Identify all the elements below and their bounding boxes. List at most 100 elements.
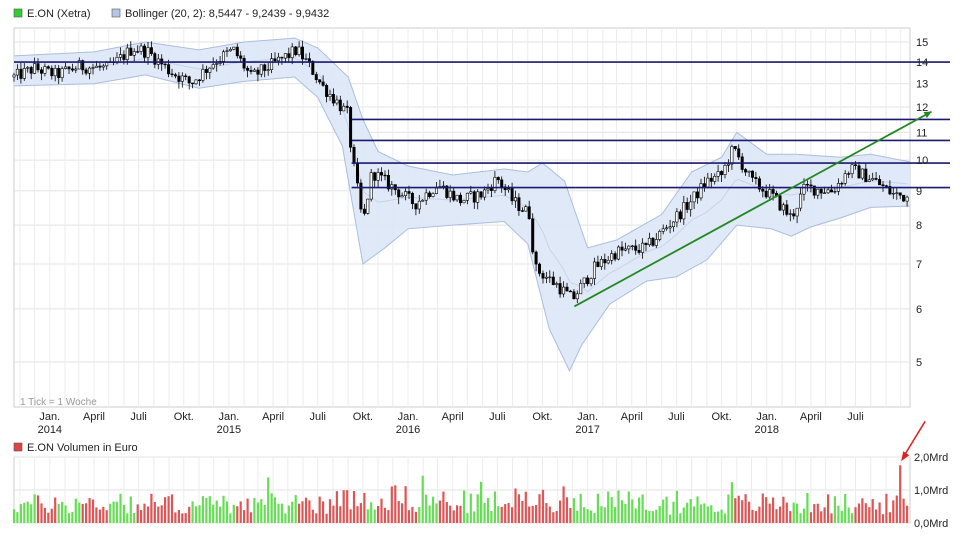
- volume-bar: [291, 501, 294, 523]
- candle-body: [864, 168, 868, 183]
- candle-body: [311, 60, 315, 75]
- volume-bar: [181, 513, 184, 523]
- volume-bar: [249, 512, 253, 523]
- candle-body: [119, 54, 123, 58]
- volume-bar: [411, 506, 414, 523]
- volume-bar: [514, 488, 517, 523]
- volume-bar: [85, 503, 88, 523]
- candle-body: [122, 54, 126, 60]
- volume-bar: [758, 506, 761, 523]
- candle-body: [702, 183, 706, 188]
- volume-bar: [50, 508, 53, 523]
- volume-bar: [243, 510, 246, 523]
- candle-body: [661, 228, 665, 232]
- volume-bar: [442, 491, 445, 523]
- candle-body: [709, 177, 713, 182]
- volume-bar: [693, 506, 696, 523]
- candle-body: [493, 177, 497, 191]
- volume-bar: [662, 499, 665, 523]
- candle-body: [713, 176, 717, 182]
- candle-body: [555, 283, 559, 285]
- candle-body: [884, 185, 888, 187]
- volume-bar: [370, 502, 373, 523]
- candle-body: [857, 165, 861, 179]
- candle-body: [689, 201, 693, 210]
- candle-body: [895, 192, 899, 194]
- volume-bar: [81, 504, 84, 523]
- candle-body: [294, 46, 298, 56]
- volume-bar: [146, 506, 150, 523]
- candle-body: [867, 179, 871, 183]
- volume-bar: [318, 496, 321, 523]
- volume-bar: [837, 505, 840, 523]
- volume-bar: [462, 490, 466, 523]
- volume-bar: [133, 513, 136, 523]
- volume-bar: [184, 513, 187, 523]
- volume-bar: [390, 486, 393, 523]
- candle-body: [383, 174, 387, 177]
- volume-bar: [541, 489, 545, 523]
- candle-body: [606, 259, 610, 264]
- legend-label-eon: E.ON (Xetra): [27, 8, 91, 20]
- candle-body: [366, 198, 370, 214]
- candle-body: [507, 188, 511, 191]
- volume-bar: [483, 502, 486, 523]
- candle-body: [22, 68, 26, 79]
- volume-bar: [459, 505, 462, 523]
- bollinger-lower-line: [13, 74, 911, 373]
- volume-bar: [428, 505, 431, 523]
- candle-body: [400, 195, 404, 198]
- volume-bar: [143, 503, 146, 523]
- volume-bar: [287, 505, 290, 523]
- candle-body: [70, 68, 74, 71]
- candle-body: [716, 171, 720, 177]
- volume-bar: [789, 511, 792, 523]
- volume-bar: [115, 501, 119, 523]
- candle-body: [259, 64, 263, 75]
- x-tick-label: Jan.: [577, 411, 598, 423]
- trendline-arrowhead: [923, 111, 932, 119]
- volume-tick-label: 1,0Mrd: [914, 485, 948, 497]
- candle-body: [29, 67, 33, 74]
- x-tick-label: April: [800, 411, 822, 423]
- x-tick-label: Juli: [489, 411, 506, 423]
- volume-bar: [102, 506, 105, 523]
- volume-bar: [452, 510, 455, 523]
- volume-bar: [792, 502, 795, 523]
- volume-bar: [562, 486, 565, 523]
- volume-bar: [775, 509, 778, 523]
- candle-body: [129, 47, 133, 56]
- candle-body: [799, 193, 803, 209]
- candle-body: [874, 178, 878, 180]
- candle-body: [321, 81, 325, 86]
- volume-bar: [511, 507, 514, 523]
- volume-bar: [583, 507, 586, 523]
- volume-bar: [727, 494, 730, 523]
- candle-body: [307, 58, 311, 62]
- x-tick-label: April: [83, 411, 105, 423]
- volume-bar: [881, 514, 885, 523]
- volume-bar: [864, 503, 867, 523]
- volume-bar: [785, 502, 788, 523]
- candle-body: [57, 68, 61, 79]
- volume-bar: [205, 497, 208, 523]
- volume-bar: [620, 500, 624, 523]
- candle-body: [287, 53, 291, 58]
- volume-bar: [686, 502, 689, 523]
- candle-body: [153, 53, 157, 65]
- candle-body: [795, 207, 799, 217]
- volume-bar: [531, 505, 534, 523]
- candle-body: [853, 164, 857, 166]
- volume-bar: [212, 504, 215, 523]
- volume-bar: [875, 509, 878, 523]
- candle-body: [486, 188, 490, 191]
- candle-body: [671, 221, 675, 227]
- volume-bar: [383, 507, 387, 523]
- volume-bar: [751, 509, 754, 523]
- candle-body: [417, 200, 421, 210]
- volume-bar: [799, 513, 802, 523]
- volume-bar: [174, 512, 177, 523]
- candle-body: [283, 53, 287, 59]
